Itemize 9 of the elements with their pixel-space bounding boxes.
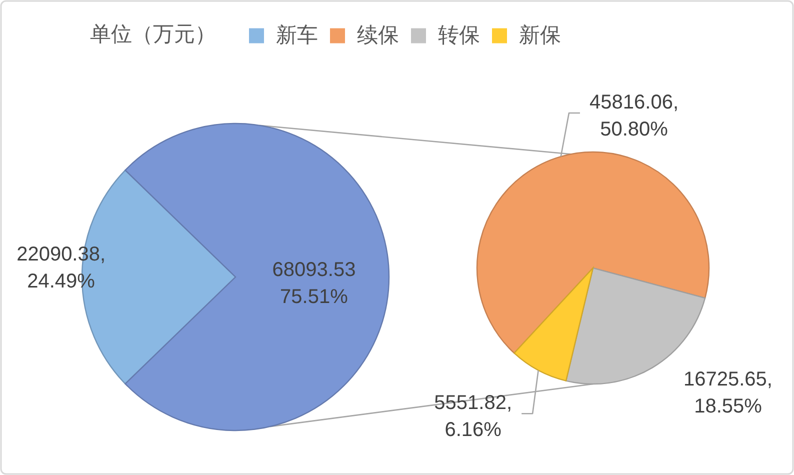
legend-title: 单位（万元）: [90, 23, 216, 46]
legend-label: 转保: [438, 24, 480, 47]
data-label: 45816.06, 50.80%: [590, 92, 678, 141]
legend-label: 新车: [276, 24, 318, 47]
data-label: 5551.82, 6.16%: [434, 392, 512, 442]
legend-label: 新保: [519, 24, 561, 47]
legend-label: 续保: [357, 24, 399, 47]
data-label: 16725.65, 18.55%: [683, 368, 772, 418]
data-label: 68093.53 75.51%: [272, 258, 356, 308]
